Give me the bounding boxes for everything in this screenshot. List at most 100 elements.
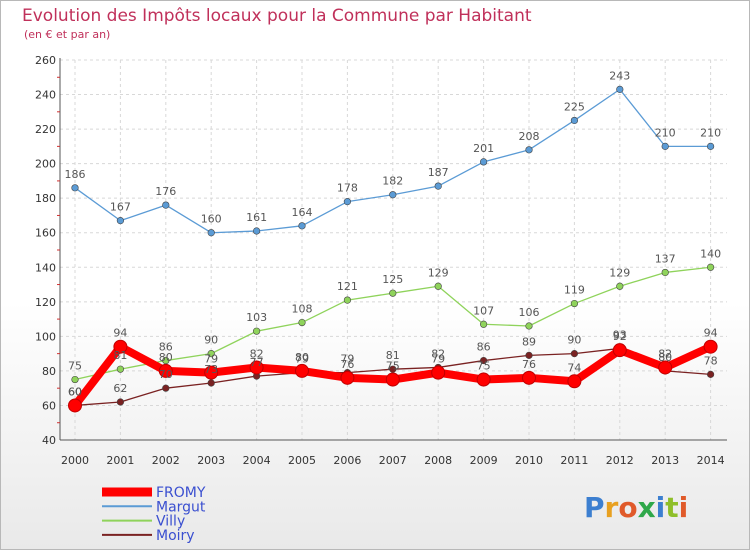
data-label-fromy: 94: [704, 327, 718, 340]
data-label-margut: 176: [155, 185, 176, 198]
legend-item-margut: Margut: [102, 499, 206, 515]
legend-label-moiry: Moiry: [156, 528, 195, 544]
point-fromy: [612, 343, 627, 358]
y-tick-label: 260: [35, 54, 56, 67]
point-moiry: [116, 398, 124, 406]
data-label-fromy: 82: [250, 347, 264, 360]
point-margut: [434, 182, 442, 190]
data-label-villy: 103: [246, 311, 267, 324]
data-label-villy: 137: [655, 252, 676, 265]
data-label-moiry: 78: [704, 354, 718, 367]
point-villy: [207, 350, 215, 358]
y-tick-label: 240: [35, 89, 56, 102]
point-moiry: [389, 365, 397, 373]
point-fromy: [113, 339, 128, 354]
legend-label-margut: Margut: [156, 499, 206, 515]
data-label-villy: 106: [519, 306, 540, 319]
y-tick-label: 120: [35, 296, 56, 309]
data-label-moiry: 82: [431, 347, 445, 360]
data-label-moiry: 86: [477, 341, 491, 354]
point-margut: [298, 222, 306, 230]
data-label-fromy: 80: [295, 351, 309, 364]
data-label-margut: 186: [65, 168, 86, 181]
point-margut: [706, 142, 715, 150]
data-label-margut: 201: [473, 142, 494, 155]
point-villy: [616, 282, 624, 290]
x-tick-label: 2010: [515, 454, 543, 467]
data-label-moiry: 60: [68, 385, 82, 398]
point-villy: [253, 327, 261, 335]
point-fromy: [431, 365, 446, 380]
data-label-margut: 164: [292, 206, 313, 219]
point-fromy: [658, 360, 673, 375]
data-label-fromy: 76: [522, 358, 536, 371]
y-tick-label: 100: [35, 330, 56, 343]
chart-subtitle: (en € et par an): [24, 28, 110, 41]
legend-item-fromy: FROMY: [102, 485, 206, 501]
y-tick-label: 40: [42, 434, 56, 447]
data-label-margut: 161: [246, 211, 267, 224]
data-label-moiry: 89: [522, 335, 536, 348]
point-villy: [162, 356, 170, 365]
y-tick-label: 220: [35, 123, 56, 136]
point-margut: [389, 191, 397, 199]
data-label-villy: 81: [113, 349, 127, 362]
data-label-margut: 210: [700, 126, 721, 139]
data-label-margut: 167: [110, 201, 131, 214]
y-tick-label: 60: [42, 399, 56, 412]
data-label-villy: 108: [292, 303, 313, 316]
point-fromy: [249, 360, 264, 375]
data-label-fromy: 60: [68, 385, 82, 398]
data-label-margut: 210: [655, 126, 676, 139]
proxiti-logo: Proxiti: [584, 491, 688, 524]
point-villy: [343, 296, 352, 304]
point-moiry: [480, 356, 488, 365]
x-tick-label: 2007: [379, 454, 407, 467]
point-villy: [570, 299, 579, 308]
point-moiry: [525, 351, 533, 359]
data-label-fromy: 82: [658, 347, 672, 360]
point-fromy: [68, 398, 82, 413]
data-label-fromy: 94: [113, 327, 127, 340]
y-tick-label: 180: [35, 192, 56, 205]
data-label-moiry: 93: [613, 328, 627, 341]
data-label-fromy: 76: [340, 358, 354, 371]
data-label-villy: 90: [204, 334, 218, 347]
data-label-fromy: 79: [204, 353, 218, 366]
point-margut: [71, 184, 79, 192]
point-margut: [207, 229, 215, 237]
x-tick-label: 2006: [333, 454, 361, 467]
x-tick-label: 2008: [424, 454, 452, 467]
point-fromy: [522, 370, 536, 385]
data-label-margut: 225: [564, 100, 585, 113]
data-label-margut: 182: [382, 175, 403, 188]
point-fromy: [158, 363, 173, 378]
x-tick-label: 2009: [470, 454, 498, 467]
point-fromy: [703, 339, 718, 354]
data-label-fromy: 79: [431, 353, 445, 366]
point-fromy: [385, 372, 400, 387]
data-label-villy: 121: [337, 280, 358, 293]
data-label-villy: 129: [609, 266, 630, 279]
legend-item-villy: Villy: [102, 514, 185, 530]
data-label-villy: 140: [700, 247, 721, 260]
x-tick-label: 2001: [106, 454, 134, 467]
chart-title: Evolution des Impôts locaux pour la Comm…: [22, 6, 532, 26]
x-tick-label: 2004: [243, 454, 271, 467]
point-villy: [116, 365, 124, 373]
data-label-moiry: 70: [159, 368, 173, 381]
point-margut: [480, 158, 488, 166]
data-label-moiry: 73: [204, 363, 218, 376]
data-label-villy: 86: [159, 341, 173, 354]
x-tick-label: 2011: [560, 454, 588, 467]
legend-item-moiry: Moiry: [102, 528, 195, 544]
y-tick-label: 80: [42, 365, 56, 378]
point-villy: [480, 320, 488, 328]
data-label-fromy: 92: [613, 330, 627, 343]
point-villy: [389, 289, 397, 297]
point-margut: [162, 201, 170, 209]
point-fromy: [476, 372, 491, 387]
data-label-moiry: 80: [658, 351, 672, 364]
data-label-margut: 208: [519, 130, 540, 143]
legend-label-villy: Villy: [156, 514, 185, 530]
